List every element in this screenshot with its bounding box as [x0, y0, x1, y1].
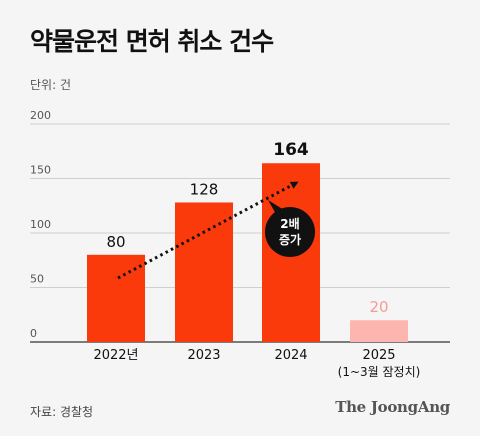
- x-tick-label: 2022년: [93, 348, 138, 363]
- chart-title: 약물운전 면허 취소 건수: [30, 27, 274, 56]
- y-tick-label: 150: [30, 164, 51, 177]
- data-label: 128: [190, 180, 219, 198]
- x-tick-label: 2025: [362, 348, 395, 363]
- data-label: 20: [369, 298, 388, 316]
- y-tick-label: 0: [30, 327, 37, 340]
- trend-arrow: [117, 181, 299, 280]
- x-tick-sublabel: (1~3월 잠정치): [338, 365, 421, 379]
- badge-text-line1: 2배: [280, 216, 299, 231]
- unit-label: 단위: 건: [30, 78, 71, 92]
- bar-2025: [350, 320, 408, 342]
- bar-2023: [175, 202, 233, 342]
- y-tick-label: 200: [30, 109, 51, 122]
- data-label: 80: [106, 233, 125, 251]
- bar-2022년: [87, 254, 145, 342]
- badge-text-line2: 증가: [279, 232, 301, 247]
- x-tick-label: 2024: [274, 348, 307, 363]
- x-tick-label: 2023: [187, 348, 220, 363]
- data-label: 164: [273, 140, 309, 160]
- increase-badge: 2배 증가: [265, 200, 315, 257]
- y-tick-label: 100: [30, 218, 51, 231]
- y-tick-label: 50: [30, 273, 44, 286]
- brand-logo: The JoongAng: [335, 398, 450, 416]
- source-note: 자료: 경찰청: [30, 405, 94, 419]
